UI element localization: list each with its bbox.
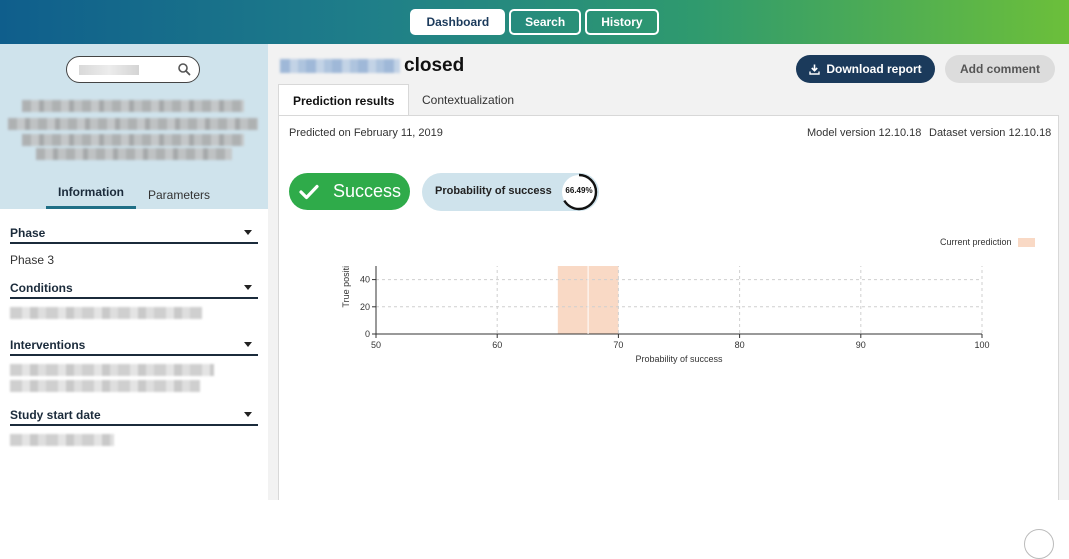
legend-swatch: [1017, 237, 1035, 247]
x-tick-label: 100: [974, 340, 989, 350]
scroll-top-button[interactable]: [1024, 529, 1054, 559]
study-start-date-value-redacted: [10, 434, 114, 446]
chevron-down-icon: [244, 285, 252, 290]
nav-dashboard-button[interactable]: Dashboard: [410, 9, 506, 35]
probability-badge: Probability of success 66.49%: [422, 173, 599, 211]
tab-prediction-results[interactable]: Prediction results: [278, 84, 410, 117]
sidebar-header: Information Parameters: [0, 44, 268, 209]
page-title: closed: [280, 54, 464, 78]
x-tick-label: 70: [613, 340, 623, 350]
section-label: Phase: [10, 226, 46, 240]
tab-parameters[interactable]: Parameters: [148, 188, 211, 202]
y-tick-label: 40: [360, 275, 370, 285]
download-report-button[interactable]: Download report: [796, 55, 935, 83]
probability-label: Probability of success: [435, 185, 552, 197]
section-label: Interventions: [10, 338, 86, 352]
section-conditions: Conditions: [10, 274, 258, 319]
nav-history-button[interactable]: History: [585, 9, 659, 35]
section-phase-header[interactable]: Phase: [10, 219, 258, 244]
tab-contextualization[interactable]: Contextualization: [422, 93, 515, 107]
section-study-start-date-header[interactable]: Study start date: [10, 401, 258, 426]
download-report-label: Download report: [826, 62, 922, 76]
study-id-redacted: [280, 59, 400, 73]
search-icon[interactable]: [177, 62, 191, 76]
section-study-start-date: Study start date: [10, 401, 258, 446]
chart-legend: Current prediction: [940, 237, 1035, 247]
x-tick-label: 80: [735, 340, 745, 350]
dataset-version: Dataset version 12.10.18: [929, 127, 1052, 139]
study-title-redacted: [8, 118, 258, 130]
x-tick-label: 90: [856, 340, 866, 350]
sidebar-tabs: Information Parameters: [0, 179, 268, 209]
main-content: closed Download report Add comment Predi…: [268, 44, 1069, 559]
y-tick-label: 0: [365, 329, 370, 339]
x-tick-label: 60: [492, 340, 502, 350]
study-title-redacted: [22, 134, 244, 146]
probability-ring: 66.49%: [559, 173, 599, 211]
interventions-value-redacted: [10, 364, 214, 376]
x-tick-label: 50: [371, 340, 381, 350]
check-icon: [299, 184, 319, 199]
tab-information[interactable]: Information: [58, 185, 124, 199]
search-input-value: [79, 65, 139, 75]
interventions-value-redacted: [10, 380, 200, 392]
study-title-redacted: [36, 148, 232, 160]
section-interventions-header[interactable]: Interventions: [10, 331, 258, 356]
x-axis-label: Probability of success: [635, 354, 723, 364]
page-title-status: closed: [404, 55, 465, 76]
chevron-down-icon: [244, 412, 252, 417]
legend-label: Current prediction: [940, 237, 1012, 247]
sidebar: Information Parameters Phase Phase 3 Con…: [0, 44, 268, 500]
prediction-panel: Predicted on February 11, 2019 Model ver…: [278, 115, 1059, 559]
result-label: Success: [333, 181, 402, 201]
result-badge: Success: [289, 173, 410, 210]
download-icon: [809, 64, 821, 75]
nav-search-button[interactable]: Search: [509, 9, 582, 35]
conditions-value-redacted: [10, 307, 202, 319]
search-input[interactable]: [66, 56, 200, 83]
section-interventions: Interventions: [10, 331, 258, 392]
section-label: Conditions: [10, 281, 73, 295]
active-tab-indicator: [46, 206, 136, 209]
chevron-down-icon: [244, 230, 252, 235]
phase-value: Phase 3: [10, 253, 55, 267]
section-label: Study start date: [10, 408, 101, 422]
top-nav-bar: Dashboard Search History: [0, 0, 1069, 44]
y-tick-label: 20: [360, 302, 370, 312]
chevron-down-icon: [244, 342, 252, 347]
model-version: Model version 12.10.18: [807, 127, 922, 139]
probability-value: 66.49%: [565, 186, 593, 195]
add-comment-button[interactable]: Add comment: [945, 55, 1055, 83]
section-conditions-header[interactable]: Conditions: [10, 274, 258, 299]
probability-ring-arc: [560, 173, 598, 211]
calibration-chart: 5060708090100020406080100Probability of …: [341, 266, 990, 364]
section-phase: Phase Phase 3: [10, 219, 258, 267]
study-title-redacted: [22, 100, 244, 112]
y-axis-label: True positive fraction: [341, 266, 351, 308]
predicted-on-date: Predicted on February 11, 2019: [289, 127, 443, 139]
